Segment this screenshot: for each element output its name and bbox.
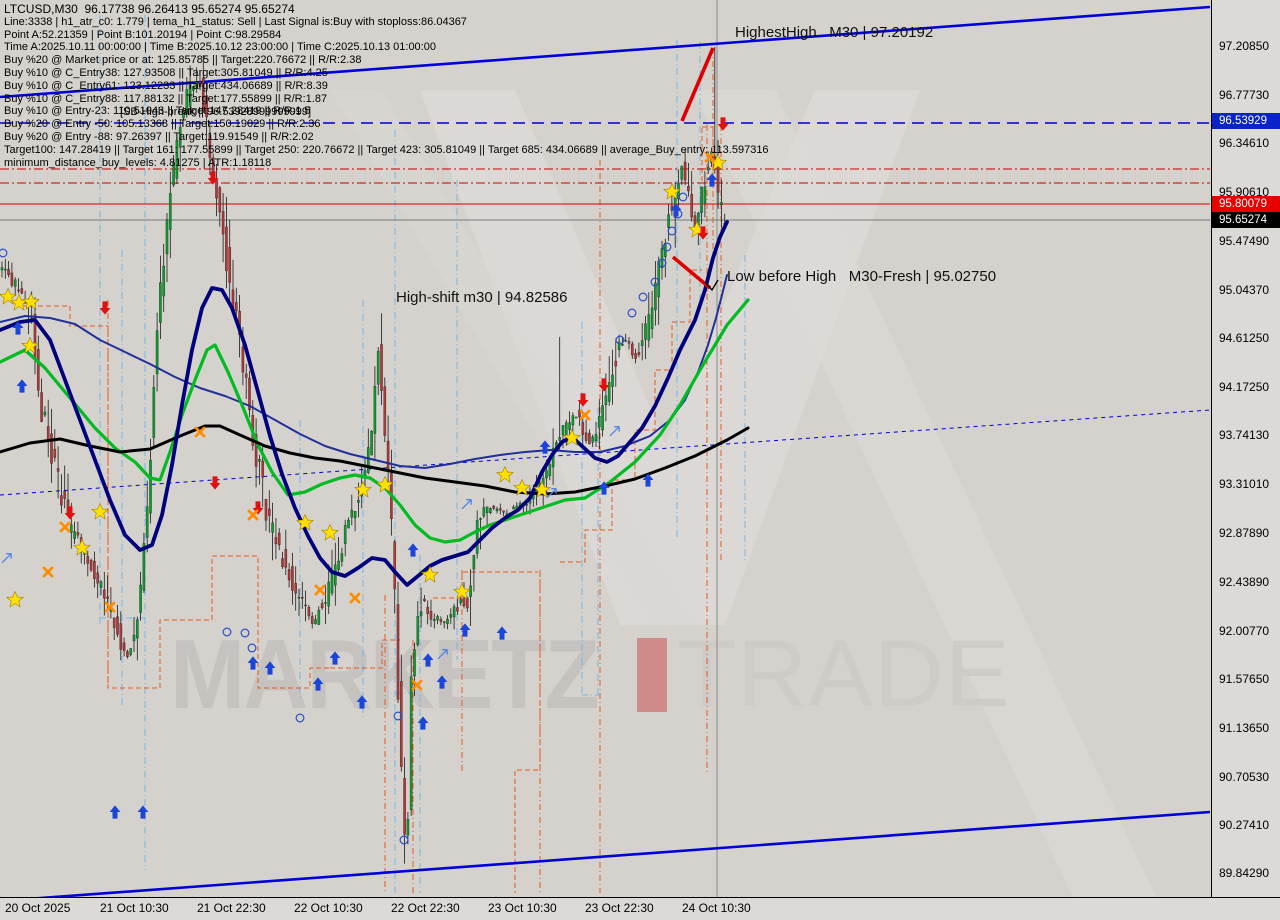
time-tick-label: 24 Oct 10:30	[682, 901, 751, 915]
price-axis[interactable]: 97.20850 96.77730 96.34610 95.90610 95.47490…	[1211, 0, 1280, 897]
price-tick-label: 94.61250	[1219, 331, 1270, 345]
header-line: LTCUSD,M30 96.17738 96.26413 95.65274 95…	[4, 2, 295, 16]
time-tick-label: 21 Oct 10:30	[100, 901, 169, 915]
high-shift-label: High-shift m30 | 94.82586	[396, 289, 568, 306]
header-line: Buy %20 @ Entry -50: 105.13368 || Target…	[4, 118, 321, 131]
price-tick-label: 91.57650	[1219, 672, 1270, 686]
price-tag: 96.53929	[1212, 113, 1280, 129]
price-tick-label: 95.04370	[1219, 283, 1270, 297]
price-tick-label: 92.00770	[1219, 624, 1270, 638]
header-line: Point A:52.21359 | Point B:101.20194 | P…	[4, 28, 282, 41]
price-tick-label: 95.90610	[1219, 185, 1270, 199]
highest-high-label: HighestHigh M30 | 97.20192	[735, 24, 934, 41]
header-line: Buy %20 @ Entry -88: 97.26397 || Target:…	[4, 130, 314, 143]
header-line: Buy %10 @ Entry-23: 110.51943 || Target:…	[4, 105, 311, 118]
header-line: Buy %10 @ C_Entry38: 127.93508 || Target…	[4, 66, 328, 79]
header-line: Buy %10 @ C_Entry88: 117.88132 || Target…	[4, 92, 328, 105]
price-tick-label: 91.13650	[1219, 721, 1270, 735]
header-line: Buy %20 @ Market price or at: 125.85785 …	[4, 54, 362, 67]
time-tick-label: 21 Oct 22:30	[197, 901, 266, 915]
header-line: minimum_distance_buy_levels: 4.81275 | A…	[4, 156, 272, 169]
price-tick-label: 90.27410	[1219, 818, 1270, 832]
header-line: Line:3338 | h1_atr_c0: 1.779 | tema_h1_s…	[4, 15, 467, 28]
time-axis[interactable]: 20 Oct 2025 21 Oct 10:30 21 Oct 22:30 22 Oc…	[0, 897, 1280, 920]
header-line: Time A:2025.10.11 00:00:00 | Time B:2025…	[4, 41, 436, 54]
chart-info-header: LTCUSD,M30 96.17738 96.26413 95.65274 95…	[4, 3, 769, 169]
price-tick-label: 92.43890	[1219, 575, 1270, 589]
time-tick-label: 20 Oct 2025	[5, 901, 71, 915]
header-line: Buy %10 @ C_Entry61: 123.12233 || Target…	[4, 79, 328, 92]
price-tick-label: 94.17250	[1219, 380, 1270, 394]
price-tick-label: 95.47490	[1219, 234, 1270, 248]
time-tick-label: 23 Oct 22:30	[585, 901, 654, 915]
price-tick-label: 97.20850	[1219, 39, 1270, 53]
price-tick-label: 93.74130	[1219, 428, 1270, 442]
price-tick-label: 96.77730	[1219, 88, 1270, 102]
price-tick-label: 92.87890	[1219, 526, 1270, 540]
low-before-high-label: Low before High M30-Fresh | 95.02750	[727, 268, 997, 285]
time-tick-label: 23 Oct 10:30	[488, 901, 557, 915]
price-tick-label: 89.84290	[1219, 866, 1270, 880]
sb-high-break-label: [SB-High-break || 96.53928999999999]	[120, 106, 312, 118]
time-tick-label: 22 Oct 10:30	[294, 901, 363, 915]
price-tick-label: 96.34610	[1219, 136, 1270, 150]
time-tick-label: 22 Oct 22:30	[391, 901, 460, 915]
header-line: Target100: 147.28419 || Target 161: 177.…	[4, 143, 769, 156]
price-tag: 95.80079	[1212, 196, 1280, 212]
price-tick-label: 90.70530	[1219, 770, 1270, 784]
price-tag: 95.65274	[1212, 212, 1280, 228]
price-tick-label: 93.31010	[1219, 477, 1270, 491]
